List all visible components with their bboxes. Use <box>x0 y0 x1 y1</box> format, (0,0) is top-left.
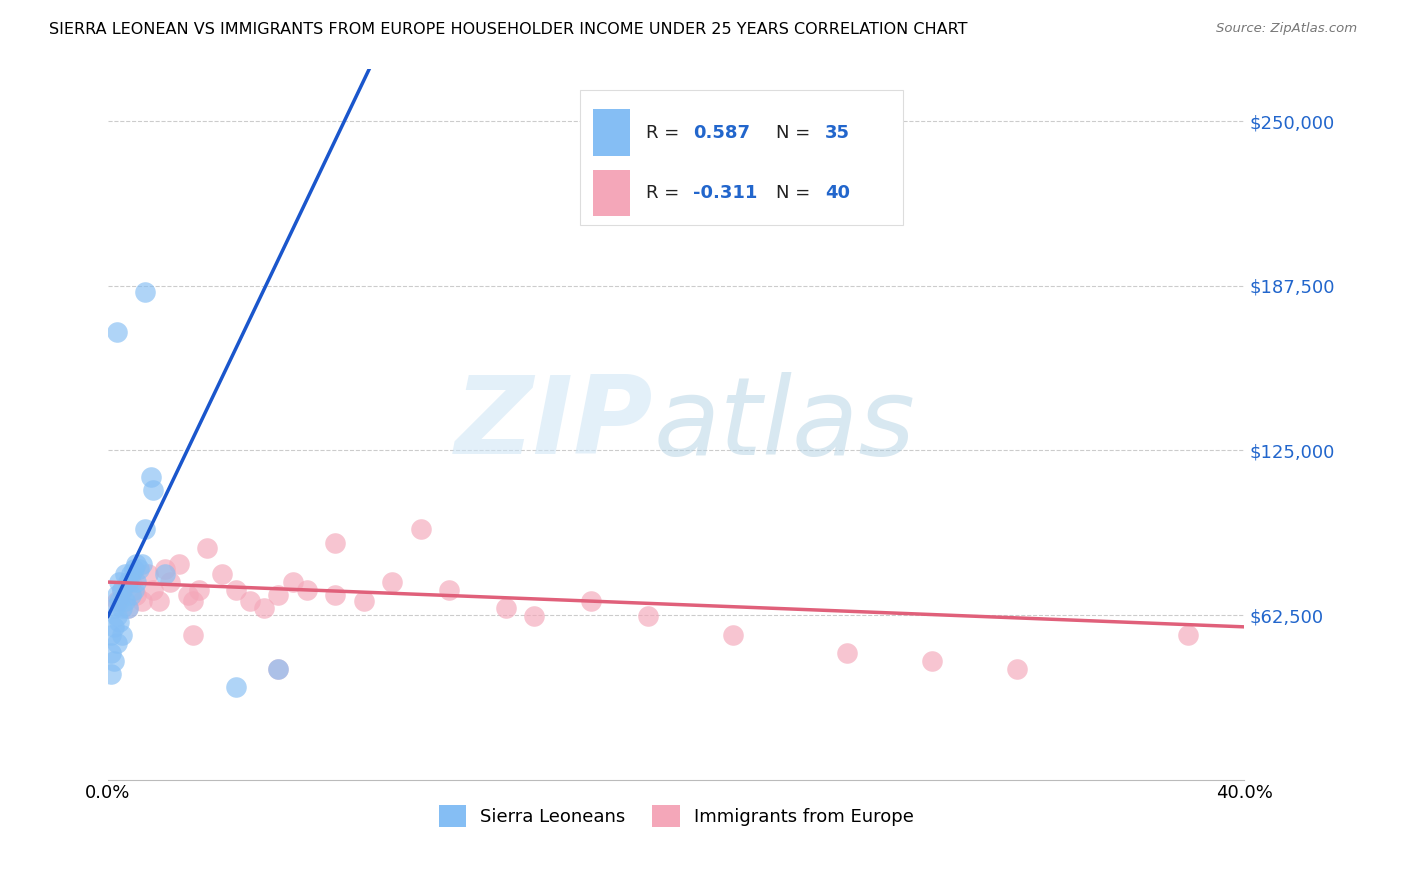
FancyBboxPatch shape <box>593 169 630 216</box>
Point <box>197 541 219 555</box>
Text: SIERRA LEONEAN VS IMMIGRANTS FROM EUROPE HOUSEHOLDER INCOME UNDER 25 YEARS CORRE: SIERRA LEONEAN VS IMMIGRANTS FROM EUROPE… <box>49 22 967 37</box>
Point <box>159 575 181 590</box>
Point <box>153 562 176 576</box>
Point <box>103 654 125 668</box>
Point <box>323 588 346 602</box>
Point <box>181 593 204 607</box>
Point <box>122 582 145 597</box>
Point <box>181 628 204 642</box>
Point <box>100 667 122 681</box>
Point <box>111 582 134 597</box>
Text: N =: N = <box>776 184 817 202</box>
Point <box>117 601 139 615</box>
Point <box>281 575 304 590</box>
Point <box>323 535 346 549</box>
Point <box>105 325 128 339</box>
Point <box>105 588 128 602</box>
Text: R =: R = <box>645 123 685 142</box>
Point <box>721 628 744 642</box>
Point <box>108 615 131 629</box>
Point <box>120 567 142 582</box>
Point <box>353 593 375 607</box>
Point <box>495 601 517 615</box>
Point <box>120 575 142 590</box>
Point <box>142 582 165 597</box>
Point <box>103 601 125 615</box>
Point <box>637 609 659 624</box>
Text: 40: 40 <box>825 184 851 202</box>
Text: ZIP: ZIP <box>456 371 654 477</box>
Point <box>267 588 290 602</box>
Point <box>125 557 148 571</box>
Point <box>114 593 136 607</box>
Point <box>100 628 122 642</box>
Point <box>1177 628 1199 642</box>
Point <box>267 662 290 676</box>
Point <box>108 593 131 607</box>
Point <box>211 567 233 582</box>
Point <box>117 575 139 590</box>
Text: N =: N = <box>776 123 817 142</box>
Text: R =: R = <box>645 184 685 202</box>
Point <box>111 582 134 597</box>
Text: 35: 35 <box>825 123 851 142</box>
Point <box>134 523 156 537</box>
Point <box>131 557 153 571</box>
Point <box>579 593 602 607</box>
Point <box>136 567 159 582</box>
Point <box>225 681 247 695</box>
Point <box>921 654 943 668</box>
FancyBboxPatch shape <box>579 90 904 225</box>
Point <box>111 628 134 642</box>
Point <box>142 483 165 497</box>
Point <box>1005 662 1028 676</box>
Point <box>239 593 262 607</box>
Point <box>437 582 460 597</box>
Point <box>225 582 247 597</box>
Point <box>120 588 142 602</box>
FancyBboxPatch shape <box>593 110 630 155</box>
Point <box>167 557 190 571</box>
Point <box>131 593 153 607</box>
Point <box>148 593 170 607</box>
Point <box>381 575 404 590</box>
Point <box>409 523 432 537</box>
Point <box>134 285 156 300</box>
Point <box>105 593 128 607</box>
Point <box>122 562 145 576</box>
Point <box>105 635 128 649</box>
Text: -0.311: -0.311 <box>693 184 758 202</box>
Point <box>100 646 122 660</box>
Point <box>117 601 139 615</box>
Point <box>835 646 858 660</box>
Point <box>176 588 198 602</box>
Point <box>105 609 128 624</box>
Point <box>523 609 546 624</box>
Point <box>103 620 125 634</box>
Point <box>267 662 290 676</box>
Text: atlas: atlas <box>654 372 915 476</box>
Point <box>253 601 276 615</box>
Point <box>125 588 148 602</box>
Point <box>108 575 131 590</box>
Point <box>114 567 136 582</box>
Point <box>153 567 176 582</box>
Point <box>139 469 162 483</box>
Text: Source: ZipAtlas.com: Source: ZipAtlas.com <box>1216 22 1357 36</box>
Text: 0.587: 0.587 <box>693 123 751 142</box>
Point <box>295 582 318 597</box>
Point <box>128 562 150 576</box>
Legend: Sierra Leoneans, Immigrants from Europe: Sierra Leoneans, Immigrants from Europe <box>432 798 921 835</box>
Point <box>125 575 148 590</box>
Point <box>111 601 134 615</box>
Point <box>187 582 209 597</box>
